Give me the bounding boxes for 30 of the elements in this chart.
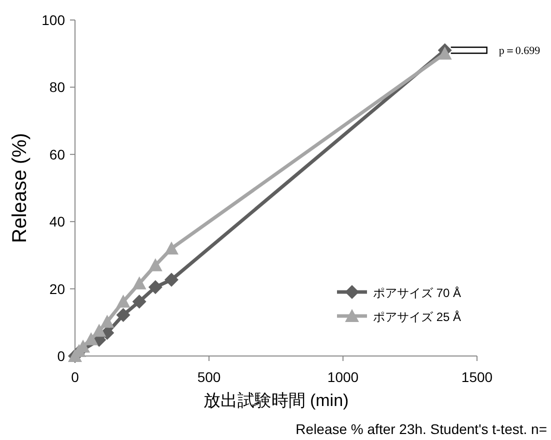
- point: [92, 324, 106, 337]
- point: [148, 280, 162, 294]
- point: [132, 294, 146, 309]
- text: Release % after 23h. Student's t-test. n=: [296, 421, 547, 437]
- y-tick-label: 20: [49, 280, 66, 297]
- legend-label: ポアサイズ 70 Å: [373, 286, 462, 300]
- y-tick-label: 80: [49, 79, 66, 96]
- x-tick-label: 500: [197, 369, 221, 385]
- annotation: p＝0.699: [498, 45, 541, 58]
- x-tick-label: 0: [71, 369, 80, 385]
- point: [116, 308, 130, 322]
- y-tick-label: 40: [49, 214, 66, 230]
- point: [132, 276, 146, 290]
- y-tick-label: 0: [57, 348, 66, 364]
- point: [100, 314, 114, 328]
- y-tick-label: 100: [42, 12, 66, 28]
- legend-item: ポアサイズ 25 Å: [337, 309, 462, 324]
- point: [164, 272, 178, 287]
- x-axis-title: 放出試験時間 (min): [203, 391, 349, 410]
- point: [84, 332, 98, 346]
- point: [148, 258, 162, 272]
- point: [164, 241, 178, 254]
- x-tick-label: 1500: [461, 369, 493, 385]
- legend-label: ポアサイズ 25 Å: [373, 310, 462, 324]
- y-axis-title: Release (%): [9, 132, 31, 244]
- legend-item: ポアサイズ 70 Å: [337, 285, 462, 300]
- x-tick-label: 1000: [327, 369, 359, 385]
- y-tick-label: 60: [49, 146, 66, 162]
- point: [116, 294, 130, 308]
- point: [438, 46, 452, 60]
